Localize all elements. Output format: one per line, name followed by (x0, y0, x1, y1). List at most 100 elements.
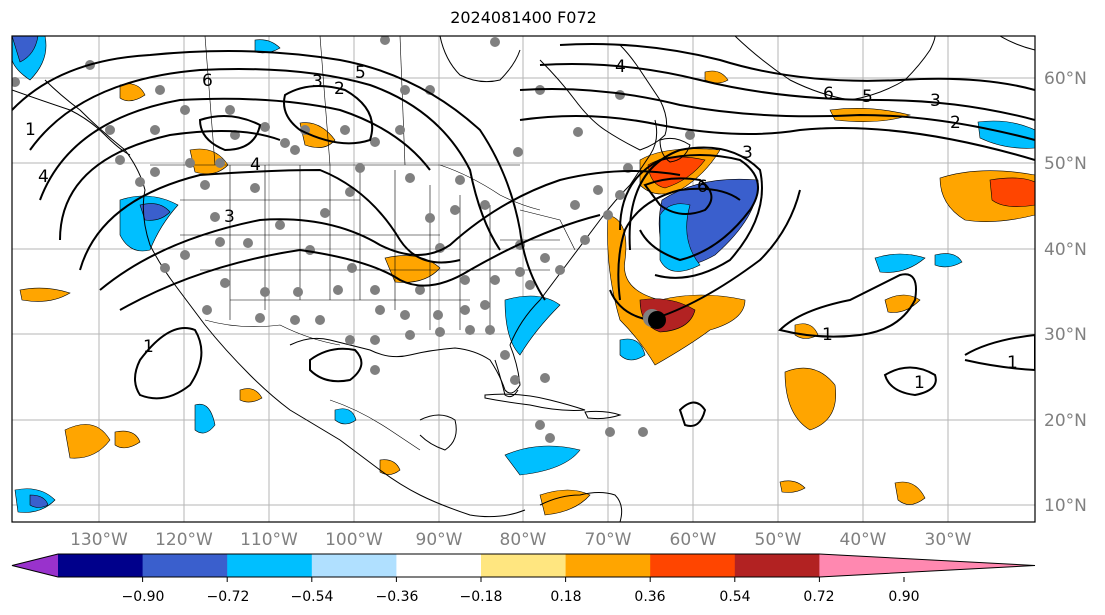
anomaly-blob (619, 338, 646, 361)
alaska-coast (12, 89, 131, 156)
contour-line (519, 115, 1035, 161)
contour-label: 1 (25, 120, 36, 140)
contour-label: 2 (334, 79, 345, 99)
latitude-labels: 60°N 50°N 40°N 30°N 20°N 10°N (1044, 69, 1087, 516)
contour-line (519, 229, 546, 301)
anomaly-blob (29, 494, 49, 508)
hudson-bay (439, 36, 521, 83)
contour-label: 3 (930, 91, 941, 111)
contour-label: 4 (615, 57, 626, 77)
lon-label: 130°W (70, 530, 128, 550)
colorbar-segment (650, 554, 736, 577)
storm-center-marker (643, 309, 666, 329)
map-border (11, 35, 1036, 523)
anomaly-blob (379, 459, 401, 475)
colorbar-segment (396, 554, 482, 577)
lon-label: 100°W (325, 530, 383, 550)
labrador-coast (539, 44, 668, 151)
contour-label: 1 (914, 373, 925, 393)
anomaly-blob (504, 445, 581, 476)
hispaniola (584, 410, 622, 420)
contour-line (29, 68, 501, 251)
contour-label: 5 (862, 87, 873, 107)
contour-lines (12, 43, 1035, 427)
contour-line (99, 170, 681, 291)
colorbar-segment (734, 554, 820, 577)
contour-label: 4 (38, 167, 49, 187)
colorbar-segment (227, 554, 313, 577)
anomaly-blob (894, 481, 926, 505)
contour-label: 3 (742, 143, 753, 163)
colorbar-tick-label: 0.18 (550, 589, 581, 605)
lon-label: 80°W (500, 530, 547, 550)
contour-line (628, 146, 763, 279)
anomaly-blob (64, 424, 111, 459)
cuba (484, 393, 586, 411)
yucatan-coast (419, 414, 457, 451)
shaded-anomalies (12, 36, 1035, 516)
anomaly-blob (934, 253, 963, 268)
europe-edge (999, 36, 1035, 51)
colorbar-segment (58, 554, 144, 577)
contour-line (778, 273, 917, 338)
station-dots (12, 36, 695, 443)
contour-line (883, 366, 937, 397)
contour-line (119, 214, 601, 311)
colorbar-tick-label: −0.90 (122, 589, 165, 605)
longitude-labels: 130°W 120°W 110°W 100°W 90°W 80°W 70°W 6… (70, 530, 972, 550)
lon-label: 90°W (416, 530, 463, 550)
south-america-coast (539, 492, 623, 522)
contour-labels: 6 5 3 2 4 4 3 1 6 5 3 2 3 6 4 1 1 1 1 (25, 57, 1018, 393)
contour-line (643, 177, 713, 215)
lon-label: 60°W (670, 530, 717, 550)
colorbar-tick-label: −0.36 (376, 589, 419, 605)
lon-label: 120°W (155, 530, 213, 550)
anomaly-blob (884, 294, 921, 313)
contour-label: 2 (950, 113, 961, 133)
colorbar (11, 553, 1036, 582)
contour-line (559, 43, 1035, 91)
anomaly-blob (254, 39, 281, 54)
colorbar-tick-labels: −0.90 −0.72 −0.54 −0.36 −0.18 0.18 0.36 … (122, 589, 920, 605)
lat-label: 60°N (1044, 69, 1087, 89)
lon-label: 30°W (925, 530, 972, 550)
anomaly-blob (19, 287, 71, 302)
lat-label: 20°N (1044, 411, 1087, 431)
graticule (12, 36, 1035, 522)
contour-line (964, 333, 1035, 372)
colorbar-tick-label: −0.18 (460, 589, 503, 605)
anomaly-blob (334, 408, 357, 425)
contour-line (309, 347, 363, 383)
anomaly-blob (989, 177, 1035, 207)
colorbar-segment (142, 554, 228, 577)
colorbar-tick-label: −0.54 (291, 589, 334, 605)
colorbar-tick-label: 0.54 (719, 589, 750, 605)
contour-line (678, 401, 707, 427)
contour-line (198, 115, 262, 152)
contour-label: 6 (823, 84, 834, 104)
contour-label: 6 (697, 177, 708, 197)
colorbar-tick-label: 0.36 (634, 589, 665, 605)
colorbar-segment (481, 554, 567, 577)
contour-line (79, 168, 461, 271)
colorbar-tick-label: −0.72 (207, 589, 250, 605)
anomaly-blob (139, 203, 171, 221)
anomaly-blob (539, 489, 591, 516)
contour-label: 1 (822, 325, 833, 345)
lon-label: 110°W (240, 530, 298, 550)
lat-label: 40°N (1044, 240, 1087, 260)
contour-label: 4 (250, 155, 261, 175)
anomaly-blob (194, 403, 216, 434)
lon-label: 40°W (840, 530, 887, 550)
anomaly-blob (504, 295, 561, 356)
contour-line (539, 63, 1035, 121)
anomaly-blob (784, 367, 837, 431)
colorbar-segment (565, 554, 651, 577)
florida (494, 359, 519, 398)
colorbar-segment (311, 554, 397, 577)
contour-line (59, 130, 281, 241)
colorbar-extend-low (12, 554, 58, 577)
contour-label: 6 (202, 71, 213, 91)
contour-line (609, 189, 801, 322)
